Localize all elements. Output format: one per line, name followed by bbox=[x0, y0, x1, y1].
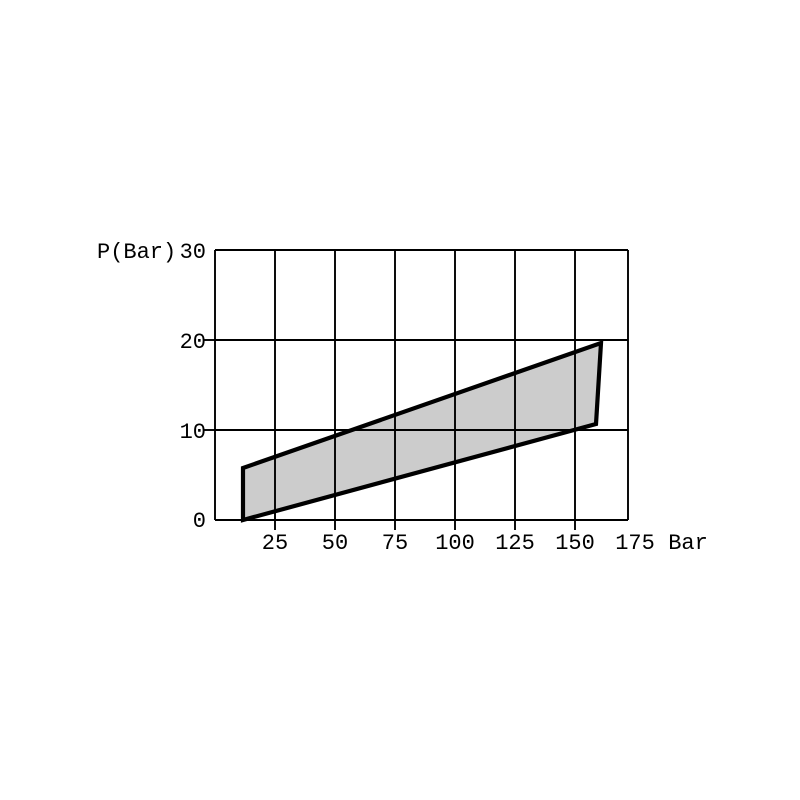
svg-text:20: 20 bbox=[180, 330, 206, 355]
svg-text:25: 25 bbox=[262, 531, 288, 556]
svg-text:175: 175 bbox=[615, 531, 655, 556]
svg-text:P(Bar): P(Bar) bbox=[97, 240, 176, 265]
svg-text:50: 50 bbox=[322, 531, 348, 556]
svg-text:10: 10 bbox=[180, 420, 206, 445]
svg-text:100: 100 bbox=[435, 531, 475, 556]
svg-text:75: 75 bbox=[382, 531, 408, 556]
svg-text:125: 125 bbox=[495, 531, 535, 556]
svg-text:30: 30 bbox=[180, 240, 206, 265]
svg-text:0: 0 bbox=[193, 509, 206, 534]
svg-text:150: 150 bbox=[555, 531, 595, 556]
svg-text:Bar: Bar bbox=[668, 531, 708, 556]
